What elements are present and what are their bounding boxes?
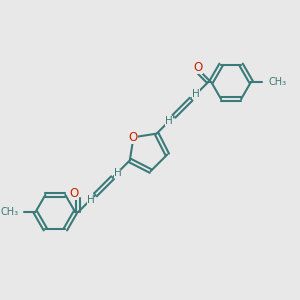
Text: CH₃: CH₃ — [268, 77, 286, 87]
Text: O: O — [129, 131, 138, 144]
Text: O: O — [194, 61, 203, 74]
Text: H: H — [165, 116, 173, 126]
Text: O: O — [69, 187, 79, 200]
Text: H: H — [192, 89, 200, 99]
Text: H: H — [86, 195, 94, 205]
Text: CH₃: CH₃ — [0, 207, 18, 217]
Text: H: H — [114, 168, 121, 178]
